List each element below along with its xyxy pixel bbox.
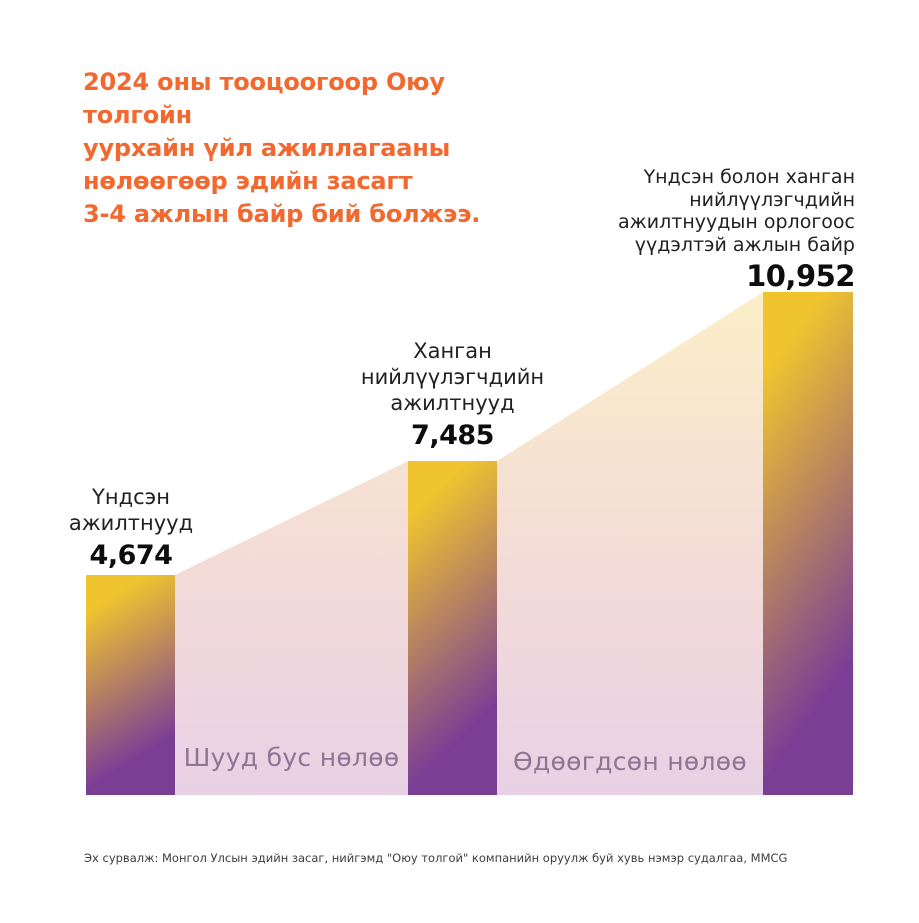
bar-label-supplier-employees: Ханган нийлүүлэгчдийн ажилтнууд 7,485: [322, 338, 583, 452]
bar-label-income-induced-jobs: Үндсэн болон ханган нийлүүлэгчдийн ажилт…: [545, 166, 855, 292]
category-value: 4,674: [89, 540, 173, 571]
bar-label-core-employees: Үндсэн ажилтнууд 4,674: [20, 484, 242, 572]
bar-2: [408, 461, 497, 795]
category-name: Үндсэн ажилтнууд: [68, 485, 194, 535]
bar-3: [763, 292, 853, 795]
connector-label-induced-impact: Өдөөгдсөн нөлөө: [512, 747, 748, 776]
bar-1: [86, 575, 175, 795]
source-note: Эх сурвалж: Монгол Улсын эдийн засаг, ни…: [84, 851, 788, 865]
connector-label-indirect-impact: Шууд бус нөлөө: [183, 743, 400, 772]
connector-area-2: [497, 292, 763, 795]
category-name: Ханган нийлүүлэгчдийн ажилтнууд: [360, 339, 545, 415]
chart-shapes: [86, 292, 853, 795]
page-title: 2024 оны тооцоогоор Оюу толгойн уурхайн …: [83, 68, 481, 228]
category-value: 7,485: [411, 420, 494, 451]
category-name: Үндсэн болон ханган нийлүүлэгчдийн ажилт…: [618, 166, 855, 256]
connector-area-1: [175, 461, 408, 795]
category-value: 10,952: [746, 259, 855, 293]
